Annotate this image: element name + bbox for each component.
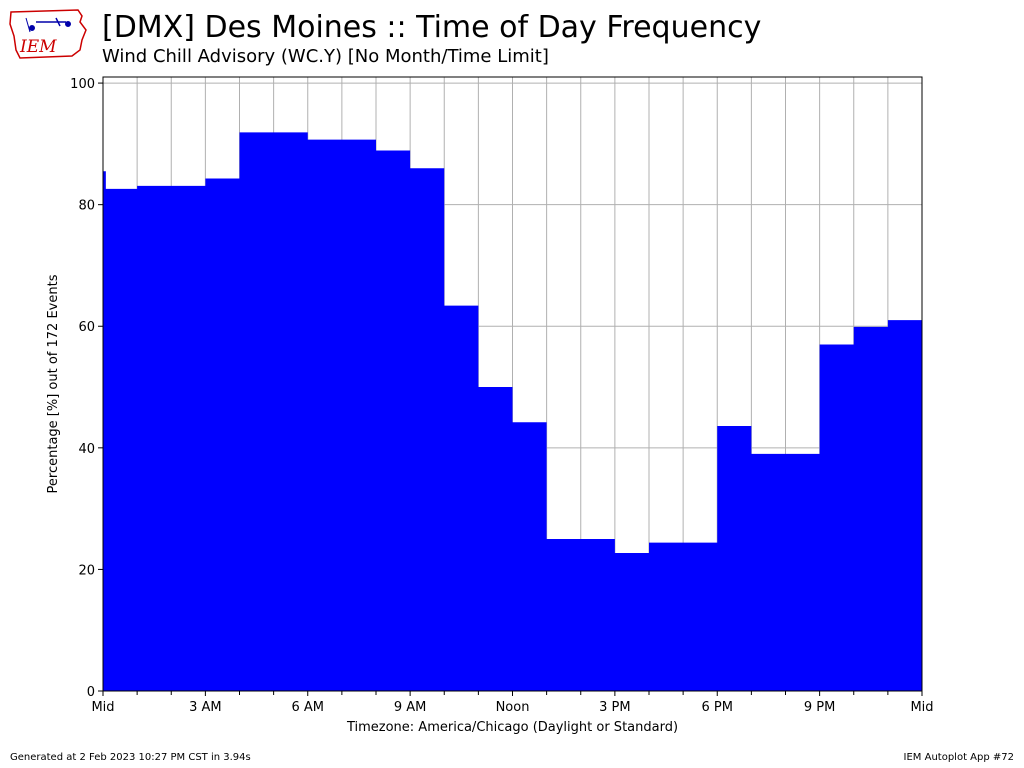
x-tick-label: 9 PM bbox=[804, 700, 835, 715]
y-tick-label: 60 bbox=[78, 320, 95, 335]
axis-ticks: Mid 3 AM 6 AM 9 AM Noon 3 PM 6 PM 9 PM Mid020406… bbox=[70, 77, 933, 715]
chart-subtitle: Wind Chill Advisory (WC.Y) [No Month/Tim… bbox=[102, 46, 549, 67]
logo-text: IEM bbox=[19, 37, 57, 57]
app-id: IEM Autoplot App #72 bbox=[903, 752, 1014, 763]
generated-timestamp: Generated at 2 Feb 2023 10:27 PM CST in … bbox=[10, 752, 251, 763]
chart-title: [DMX] Des Moines :: Time of Day Frequenc… bbox=[102, 10, 762, 45]
y-tick-label: 80 bbox=[78, 199, 95, 214]
y-axis-label: Percentage [%] out of 172 Events bbox=[46, 274, 61, 493]
x-tick-label: 6 AM bbox=[291, 700, 324, 715]
x-tick-label: Noon bbox=[496, 700, 530, 715]
x-tick-label: Mid bbox=[91, 700, 114, 715]
iem-logo: IEM bbox=[9, 9, 87, 59]
y-tick-label: 40 bbox=[78, 442, 95, 457]
weather-symbols-icon bbox=[25, 17, 71, 33]
x-tick-label: Mid bbox=[910, 700, 933, 715]
y-tick-label: 100 bbox=[70, 77, 95, 92]
x-tick-label: 6 PM bbox=[702, 700, 733, 715]
x-tick-label: 3 AM bbox=[189, 700, 222, 715]
x-axis-label: Timezone: America/Chicago (Daylight or S… bbox=[346, 720, 678, 735]
y-tick-label: 20 bbox=[78, 563, 95, 578]
y-tick-label: 0 bbox=[87, 685, 95, 700]
x-tick-label: 9 AM bbox=[394, 700, 427, 715]
frequency-area bbox=[103, 132, 922, 691]
x-tick-label: 3 PM bbox=[599, 700, 630, 715]
